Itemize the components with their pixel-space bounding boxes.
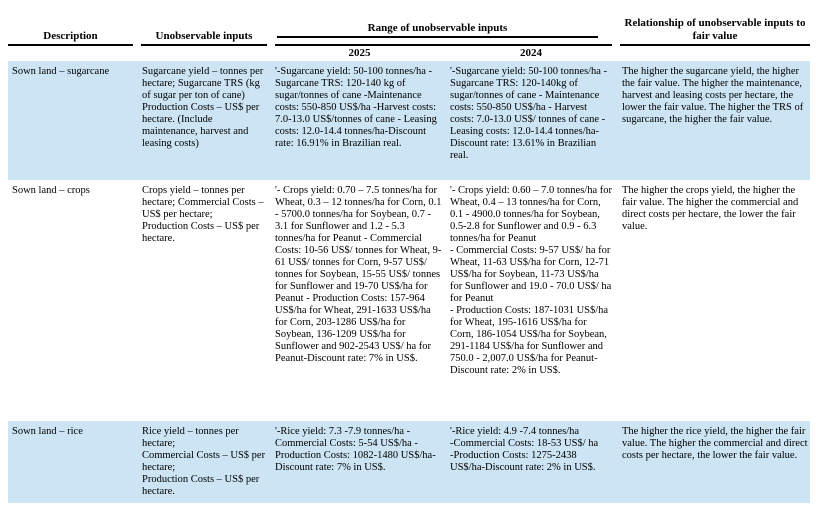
cell-relationship: The higher the rice yield, the higher th… xyxy=(622,426,811,461)
column-gap xyxy=(267,46,275,61)
column-gap xyxy=(133,8,141,46)
cell-unobservable-inputs: Rice yield – tonnes per hectare; Commerc… xyxy=(142,426,266,497)
cell-unobservable-inputs: Crops yield – tonnes per hectare; Commer… xyxy=(142,185,264,244)
table-row-rice: Sown land – rice Rice yield – tonnes per… xyxy=(8,421,810,503)
cell-description: Sown land – crops xyxy=(12,185,90,196)
cell-range-2024: '-Sugarcane yield: 50-100 tonnes/ha - Su… xyxy=(450,66,610,161)
column-header-description: Description xyxy=(8,8,133,46)
cell-relationship: The higher the crops yield, the higher t… xyxy=(622,185,801,232)
year-header-2024: 2024 xyxy=(520,47,542,59)
table-row-sugarcane: Sown land – sugarcane Sugarcane yield – … xyxy=(8,61,810,180)
column-header-range-label: Range of unobservable inputs xyxy=(277,22,598,38)
year-subheader-row: 2025 2024 xyxy=(8,46,810,61)
column-gap xyxy=(267,8,275,46)
fair-value-disclosure-table: Description Unobservable inputs Range of… xyxy=(0,8,816,522)
table-row-crops: Sown land – crops Crops yield – tonnes p… xyxy=(8,180,810,421)
column-gap xyxy=(133,46,141,61)
year-spacer xyxy=(8,46,133,61)
cell-range-2025: '- Crops yield: 0.70 – 7.5 tonnes/ha for… xyxy=(275,185,445,364)
table-header-row: Description Unobservable inputs Range of… xyxy=(8,8,810,46)
column-header-relationship-label: Relationship of unobservable inputs to f… xyxy=(624,17,806,42)
column-header-unobservable-inputs-label: Unobservable inputs xyxy=(155,30,253,42)
year-spacer xyxy=(141,46,267,61)
cell-description: Sown land – rice xyxy=(12,426,83,437)
cell-unobservable-inputs: Sugarcane yield – tonnes per hectare; Su… xyxy=(142,66,266,149)
column-header-unobservable-inputs: Unobservable inputs xyxy=(141,8,267,46)
column-header-description-label: Description xyxy=(43,30,98,42)
column-gap xyxy=(612,8,620,46)
cell-range-2025: '-Sugarcane yield: 50-100 tonnes/ha -Sug… xyxy=(275,66,440,149)
year-header-2025: 2025 xyxy=(348,47,371,59)
cell-range-2025: '-Rice yield: 7.3 -7.9 tonnes/ha - Comme… xyxy=(275,426,436,473)
cell-relationship: The higher the sugarcane yield, the high… xyxy=(622,66,806,125)
cell-range-2024: '- Crops yield: 0.60 – 7.0 tonnes/ha for… xyxy=(450,185,612,376)
cell-description: Sown land – sugarcane xyxy=(12,66,110,77)
column-header-relationship: Relationship of unobservable inputs to f… xyxy=(620,8,810,46)
cell-range-2024: '-Rice yield: 4.9 -7.4 tonnes/ha -Commer… xyxy=(450,426,599,473)
column-header-range: Range of unobservable inputs xyxy=(275,8,612,46)
